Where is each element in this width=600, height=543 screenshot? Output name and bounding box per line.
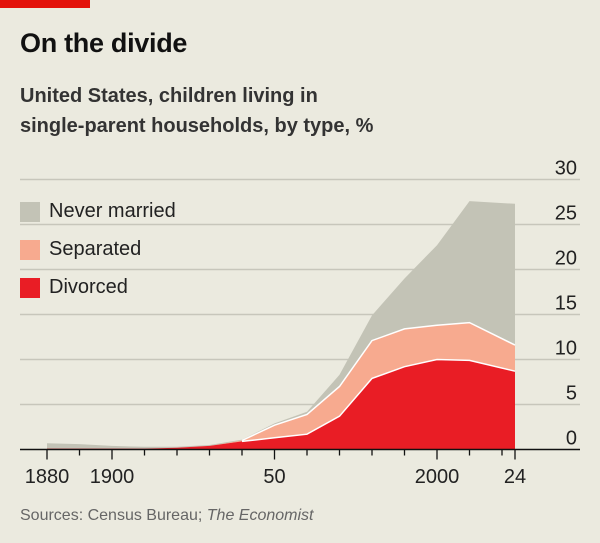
chart-subtitle-line2: single-parent households, by type, % xyxy=(20,115,374,137)
chart-subtitle-line1: United States, children living in xyxy=(20,85,318,107)
y-tick-label: 30 xyxy=(555,158,577,180)
y-tick-label: 15 xyxy=(555,293,577,315)
legend-swatch-never-married xyxy=(20,201,40,222)
y-tick-label: 20 xyxy=(555,248,577,270)
legend-swatch-divorced xyxy=(20,277,40,298)
legend-divorced: Divorced xyxy=(20,276,128,299)
legend-label: Divorced xyxy=(49,276,128,298)
legend-never-married: Never married xyxy=(20,200,176,223)
source-publication: The Economist xyxy=(206,507,314,524)
source-text: Sources: Census Bureau; xyxy=(20,507,207,524)
legend-label: Separated xyxy=(49,238,142,260)
series-border xyxy=(241,358,516,443)
x-tick-label: 2000 xyxy=(415,466,460,488)
x-tick-label: 50 xyxy=(263,466,285,488)
x-tick-label: 1900 xyxy=(90,466,135,488)
series-border xyxy=(241,321,516,442)
brand-red-bar xyxy=(0,0,90,8)
y-tick-label: 5 xyxy=(566,383,577,405)
chart-title: On the divide xyxy=(20,28,188,58)
x-tick-label: 1880 xyxy=(25,466,70,488)
area-never-married xyxy=(47,201,515,449)
y-tick-label: 0 xyxy=(566,428,577,450)
x-tick-label: 24 xyxy=(504,466,526,488)
legend-swatch-separated xyxy=(20,239,40,260)
source-note: Sources: Census Bureau; The Economist xyxy=(20,507,313,525)
legend-label: Never married xyxy=(49,200,176,222)
y-tick-label: 25 xyxy=(555,203,577,225)
legend-separated: Separated xyxy=(20,238,141,261)
area-divorced xyxy=(47,359,515,450)
y-tick-label: 10 xyxy=(555,338,577,360)
area-separated xyxy=(47,322,515,449)
